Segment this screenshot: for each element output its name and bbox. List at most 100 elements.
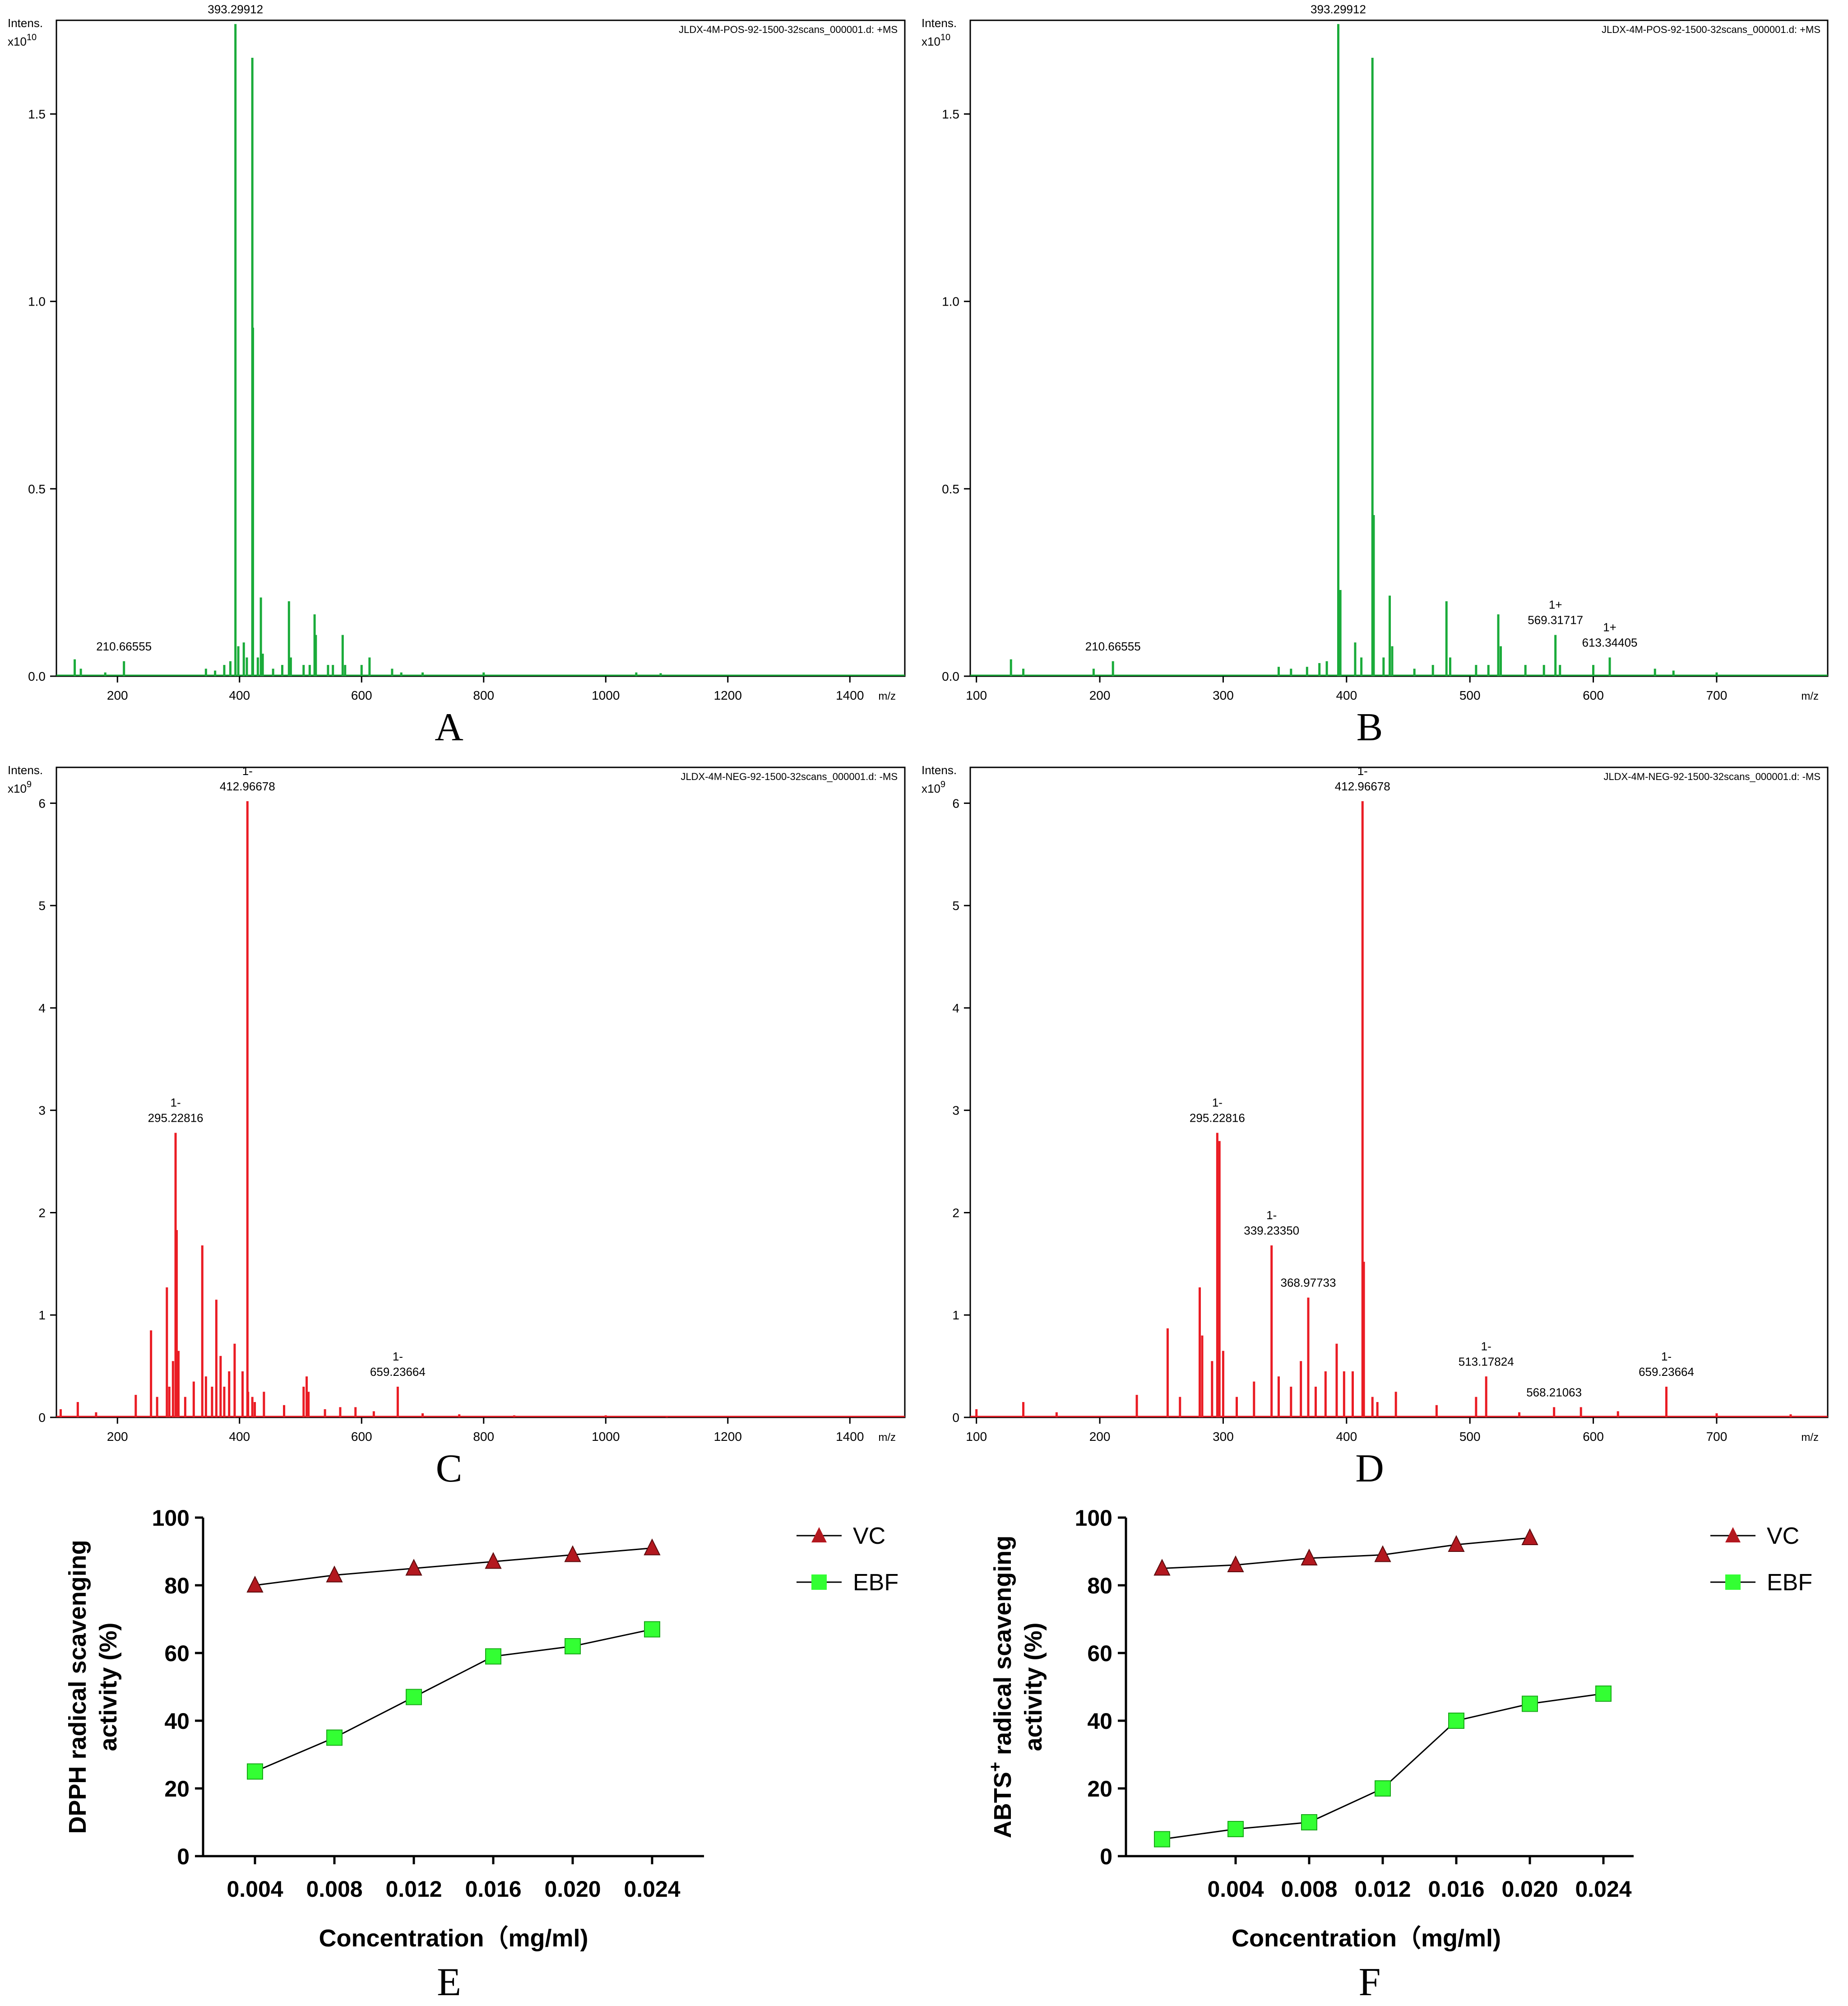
- y-tick-label: 40: [1087, 1709, 1112, 1734]
- y-axis-multiplier: x1010: [922, 33, 950, 48]
- y-tick-label: 80: [164, 1573, 190, 1598]
- x-tick-label: 0.008: [1281, 1876, 1337, 1902]
- data-point-ebf: [1301, 1814, 1317, 1830]
- y-tick-label: 2: [38, 1206, 46, 1220]
- y-axis-label-line2: activity (%): [1020, 1622, 1047, 1751]
- spectrum-panel-b: 0.0 0.5 1.0 1.5 100 200 300 400 500 600 700 m/z Inte…: [922, 0, 1829, 749]
- y-tick-label: 3: [38, 1104, 46, 1118]
- legend-label-ebf: EBF: [853, 1570, 899, 1596]
- x-tick-label: 0.008: [306, 1876, 362, 1902]
- x-tick-label: 400: [1336, 688, 1357, 702]
- peak-mz-label: 368.97733: [1281, 1276, 1336, 1290]
- plot-frame: [969, 19, 1829, 677]
- x-tick-label: 1000: [592, 1430, 620, 1444]
- panel-label-d: D: [1355, 1447, 1384, 1491]
- legend-label-ebf: EBF: [1767, 1570, 1812, 1596]
- y-tick-label: 100: [152, 1505, 190, 1531]
- x-tick-label: 1000: [592, 688, 620, 702]
- x-tick-label: 0.012: [385, 1876, 442, 1902]
- y-tick-label: 1: [38, 1308, 46, 1322]
- peak-charge-label: 1-: [1266, 1208, 1277, 1222]
- x-tick-label: 0.024: [1575, 1876, 1631, 1902]
- data-point-vc: [1153, 1559, 1171, 1576]
- x-tick-label: 400: [1336, 1430, 1357, 1444]
- y-tick-label: 0: [177, 1844, 190, 1869]
- data-point-ebf: [326, 1729, 343, 1746]
- legend-marker-ebf: [1725, 1574, 1741, 1590]
- x-tick-label: 600: [351, 688, 372, 702]
- x-tick-label: 1200: [714, 1430, 742, 1444]
- scan-title: JLDX-4M-NEG-92-1500-32scans_000001.d: -M…: [681, 771, 898, 782]
- peak-mz-label: 613.34405: [1582, 636, 1638, 649]
- panel-label-c: C: [436, 1447, 463, 1491]
- peak-charge-label: 1-: [393, 1350, 403, 1363]
- peak-mz-label: 659.23664: [1639, 1365, 1694, 1379]
- peak-mz-label: 295.22816: [1190, 1111, 1245, 1125]
- y-tick-label: 1.5: [942, 107, 959, 121]
- panel-label-e: E: [437, 1960, 461, 2004]
- data-point-ebf: [1227, 1821, 1244, 1837]
- panel-label-b: B: [1357, 706, 1383, 749]
- legend-marker-vc: [1725, 1527, 1741, 1542]
- data-point-vc: [246, 1575, 264, 1593]
- x-axis-label: m/z: [1801, 1431, 1819, 1444]
- y-tick-label: 80: [1087, 1573, 1112, 1598]
- data-point-ebf: [565, 1638, 581, 1654]
- x-tick-label: 600: [351, 1430, 372, 1444]
- data-point-vc: [326, 1565, 343, 1583]
- peak-mz-label: 659.23664: [370, 1365, 426, 1379]
- y-tick-label: 3: [952, 1104, 959, 1118]
- plot-frame: [56, 766, 906, 1418]
- x-tick-label: 200: [107, 688, 128, 702]
- series-line-vc: [255, 1547, 653, 1586]
- peak-charge-label: 1-: [1357, 764, 1368, 778]
- y-axis-label: Intens.: [8, 16, 43, 30]
- data-point-ebf: [644, 1621, 660, 1638]
- peak-charge-label: 1+: [1603, 620, 1616, 634]
- panel-label-f: F: [1359, 1960, 1381, 2004]
- y-tick-label: 6: [952, 796, 959, 810]
- y-tick-label: 5: [952, 899, 959, 913]
- data-point-ebf: [1375, 1780, 1391, 1797]
- peak-mz-label: 513.17824: [1459, 1355, 1514, 1368]
- series-line-vc: [1162, 1537, 1530, 1569]
- data-point-vc: [1448, 1535, 1465, 1552]
- peak-charge-label: 1-: [170, 1096, 181, 1110]
- x-tick-label: 1400: [836, 688, 864, 702]
- x-tick-label: 600: [1583, 1430, 1604, 1444]
- scan-title: JLDX-4M-NEG-92-1500-32scans_000001.d: -M…: [1603, 771, 1820, 782]
- y-tick-label: 4: [952, 1001, 959, 1015]
- peak-mz-label: 393.29912: [1311, 2, 1366, 16]
- y-tick-label: 60: [1087, 1641, 1112, 1666]
- spectrum-panel-d: 0 1 2 3 4 5 6 100 200 300 400 500 600 700 m/z Intens. x1…: [922, 763, 1829, 1491]
- legend-label-vc: VC: [853, 1523, 885, 1549]
- peak-charge-label: 1-: [1212, 1096, 1223, 1110]
- peak-mz-label: 412.96678: [1335, 780, 1390, 793]
- x-tick-label: 500: [1459, 1430, 1481, 1444]
- spectrum-panel-c: 0 1 2 3 4 5 6 200 400 600 800 1000 1200 1400 m/z Intens…: [8, 763, 906, 1491]
- y-tick-label: 20: [164, 1776, 190, 1802]
- y-tick-label: 0: [38, 1411, 46, 1425]
- x-tick-label: 100: [966, 1430, 987, 1444]
- x-axis-label: Concentration（mg/ml): [319, 1925, 588, 1952]
- peak-mz-label: 568.21063: [1526, 1385, 1582, 1399]
- peak-mz-label: 339.23350: [1244, 1224, 1299, 1237]
- scan-title: JLDX-4M-POS-92-1500-32scans_000001.d: +M…: [1602, 24, 1820, 35]
- peak-mz-label: 210.66555: [96, 640, 152, 653]
- y-tick-label: 1.0: [28, 295, 46, 309]
- data-point-vc: [644, 1538, 661, 1556]
- data-point-ebf: [247, 1763, 263, 1780]
- x-tick-label: 700: [1706, 1430, 1728, 1444]
- legend-marker-ebf: [811, 1574, 827, 1590]
- y-tick-label: 4: [38, 1001, 46, 1015]
- x-axis-label: m/z: [878, 1431, 896, 1444]
- peak-mz-label: 412.96678: [220, 780, 275, 793]
- data-point-vc: [1521, 1528, 1538, 1545]
- y-axis-multiplier: x109: [922, 780, 945, 795]
- x-tick-label: 0.020: [1501, 1876, 1558, 1902]
- x-axis-label: m/z: [878, 690, 896, 702]
- x-tick-label: 1200: [714, 688, 742, 702]
- data-point-vc: [564, 1545, 581, 1562]
- scavenging-chart-f: 0 20 40 60 80 100 0.004 0.008 0.012 0.016 0.020 0.0…: [986, 1505, 1812, 2004]
- scavenging-chart-e: 0 20 40 60 80 100 0.004 0.008 0.012 0.016 0.020 0.0…: [64, 1505, 899, 2004]
